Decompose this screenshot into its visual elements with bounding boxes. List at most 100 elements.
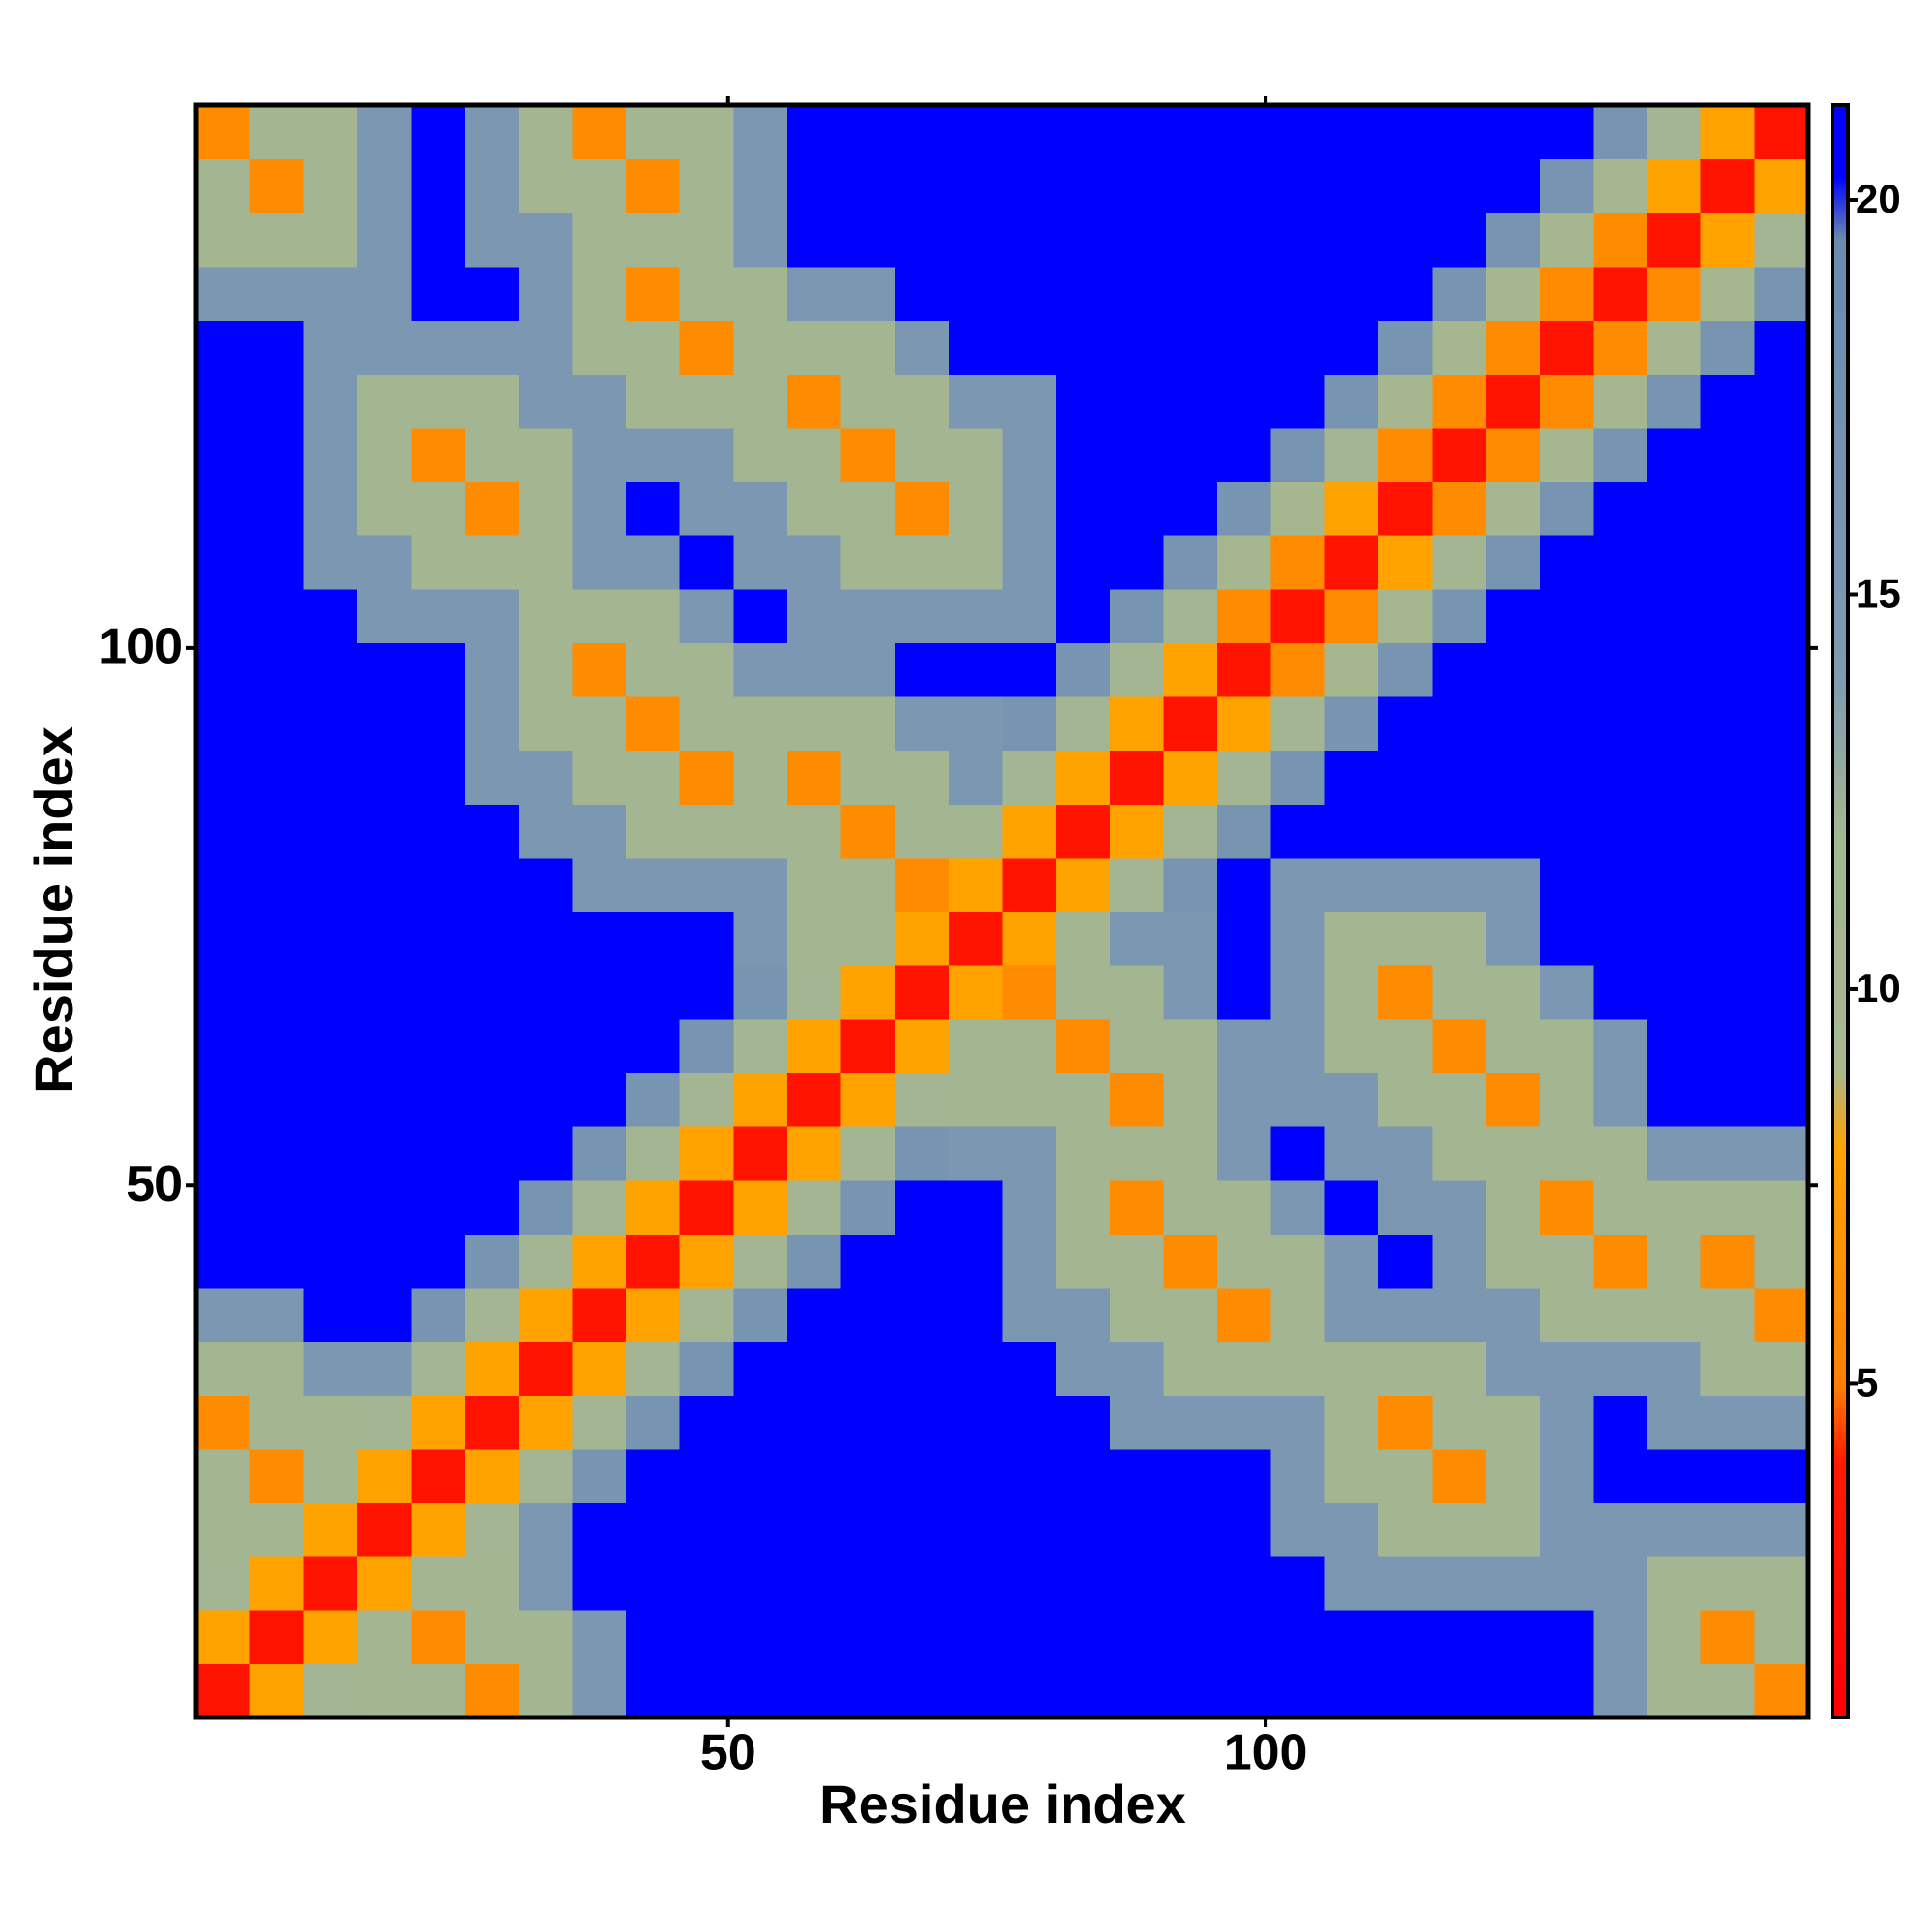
cell	[840, 1395, 895, 1450]
cell	[303, 1179, 358, 1235]
cell	[303, 642, 358, 697]
cell	[1754, 158, 1809, 213]
cell	[1378, 1448, 1434, 1504]
cell	[303, 1502, 358, 1557]
cell	[1700, 1287, 1755, 1343]
cell	[1593, 696, 1648, 752]
cell	[1002, 1126, 1057, 1181]
cell	[948, 1179, 1004, 1235]
cell	[1378, 642, 1434, 697]
cell	[1647, 266, 1702, 322]
x-axis-title: Residue index	[819, 1774, 1186, 1834]
cell	[895, 320, 950, 375]
cell	[1056, 1395, 1111, 1450]
cell	[626, 1287, 681, 1343]
cell	[1539, 1395, 1595, 1450]
cell	[1486, 750, 1541, 805]
cell	[1163, 1234, 1218, 1289]
cell	[411, 1556, 466, 1611]
cell	[411, 1234, 466, 1289]
cell	[1432, 535, 1487, 590]
cell	[1700, 320, 1755, 375]
cell	[1432, 857, 1487, 913]
cell	[1056, 1018, 1111, 1073]
cell	[1378, 213, 1434, 268]
cell	[303, 105, 358, 160]
cell	[1432, 804, 1487, 859]
cell	[679, 105, 734, 160]
cell	[303, 588, 358, 643]
cell	[1754, 427, 1809, 483]
cell	[1270, 1502, 1325, 1557]
cell	[1539, 535, 1595, 590]
cell	[465, 1448, 520, 1504]
cell	[679, 1234, 734, 1289]
cell	[196, 1179, 251, 1235]
cell	[518, 1395, 574, 1450]
cell	[1217, 1072, 1272, 1127]
cell	[1324, 105, 1379, 160]
cell	[1486, 804, 1541, 859]
cell	[196, 804, 251, 859]
cell	[1109, 266, 1164, 322]
cell	[1647, 213, 1702, 268]
cell	[572, 1609, 627, 1664]
cell	[1486, 1018, 1541, 1073]
cell	[895, 1287, 950, 1343]
cell	[572, 696, 627, 752]
cell	[1056, 535, 1111, 590]
cell	[895, 105, 950, 160]
cell	[1109, 481, 1164, 536]
cell	[1109, 1341, 1164, 1396]
cell	[1486, 374, 1541, 429]
cell	[895, 374, 950, 429]
cell	[786, 1448, 842, 1504]
cell	[895, 1502, 950, 1557]
cell	[196, 642, 251, 697]
cell	[1432, 1395, 1487, 1450]
cell	[1754, 1126, 1809, 1181]
cell	[679, 965, 734, 1020]
cell	[1324, 1018, 1379, 1073]
cell	[840, 105, 895, 160]
cell	[572, 1556, 627, 1611]
cell	[1324, 266, 1379, 322]
cell	[1700, 481, 1755, 536]
cell	[356, 266, 412, 322]
cell	[1700, 1126, 1755, 1181]
cell	[948, 1663, 1004, 1719]
cell	[1163, 1556, 1218, 1611]
cell	[1539, 1448, 1595, 1504]
cell	[518, 696, 574, 752]
cell	[733, 320, 788, 375]
cell	[196, 1341, 251, 1396]
cell	[1163, 1448, 1218, 1504]
cell	[303, 857, 358, 913]
cell	[1754, 588, 1809, 643]
cell	[895, 588, 950, 643]
cell	[1324, 642, 1379, 697]
cell	[786, 1556, 842, 1611]
cell	[518, 1126, 574, 1181]
cell	[1539, 1072, 1595, 1127]
cell	[303, 1072, 358, 1127]
cell	[1056, 1126, 1111, 1181]
cell	[196, 1072, 251, 1127]
cell	[679, 374, 734, 429]
cell	[1002, 1341, 1057, 1396]
cell	[1002, 158, 1057, 213]
cell	[1378, 1341, 1434, 1396]
cell	[733, 1072, 788, 1127]
cell	[1432, 158, 1487, 213]
cell	[679, 213, 734, 268]
cell	[895, 642, 950, 697]
cell	[840, 696, 895, 752]
cell	[895, 750, 950, 805]
cell	[1754, 1556, 1809, 1611]
cell	[1378, 1018, 1434, 1073]
cell	[1539, 374, 1595, 429]
colorbar-tick-label: 10	[1856, 965, 1901, 1010]
cell	[1109, 320, 1164, 375]
cell	[1593, 804, 1648, 859]
